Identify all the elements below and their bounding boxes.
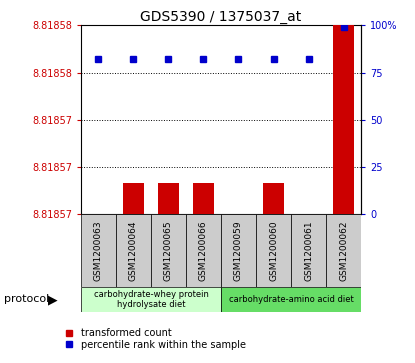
Title: GDS5390 / 1375037_at: GDS5390 / 1375037_at xyxy=(140,11,302,24)
Bar xyxy=(221,214,256,287)
Text: ▶: ▶ xyxy=(48,293,57,306)
Bar xyxy=(193,183,214,214)
Bar xyxy=(228,214,249,246)
Bar xyxy=(263,183,284,214)
Text: GSM1200060: GSM1200060 xyxy=(269,220,278,281)
Text: carbohydrate-whey protein
hydrolysate diet: carbohydrate-whey protein hydrolysate di… xyxy=(93,290,208,309)
Text: GSM1200061: GSM1200061 xyxy=(304,220,313,281)
Bar xyxy=(291,214,326,287)
Text: GSM1200062: GSM1200062 xyxy=(339,220,348,281)
Bar xyxy=(158,183,179,214)
Text: GSM1200064: GSM1200064 xyxy=(129,220,138,281)
Bar xyxy=(151,214,186,287)
Bar xyxy=(221,287,361,312)
Text: protocol: protocol xyxy=(4,294,49,305)
Legend: transformed count, percentile rank within the sample: transformed count, percentile rank withi… xyxy=(59,328,246,350)
Text: GSM1200065: GSM1200065 xyxy=(164,220,173,281)
Bar xyxy=(298,214,319,246)
Text: GSM1200059: GSM1200059 xyxy=(234,220,243,281)
Text: GSM1200063: GSM1200063 xyxy=(94,220,103,281)
Text: GSM1200066: GSM1200066 xyxy=(199,220,208,281)
Bar xyxy=(88,214,109,246)
Bar xyxy=(333,25,354,214)
Bar xyxy=(123,183,144,214)
Bar xyxy=(326,214,361,287)
Text: carbohydrate-amino acid diet: carbohydrate-amino acid diet xyxy=(229,295,354,304)
Bar xyxy=(81,287,221,312)
Bar xyxy=(256,214,291,287)
Bar xyxy=(81,214,116,287)
Bar xyxy=(116,214,151,287)
Bar xyxy=(186,214,221,287)
